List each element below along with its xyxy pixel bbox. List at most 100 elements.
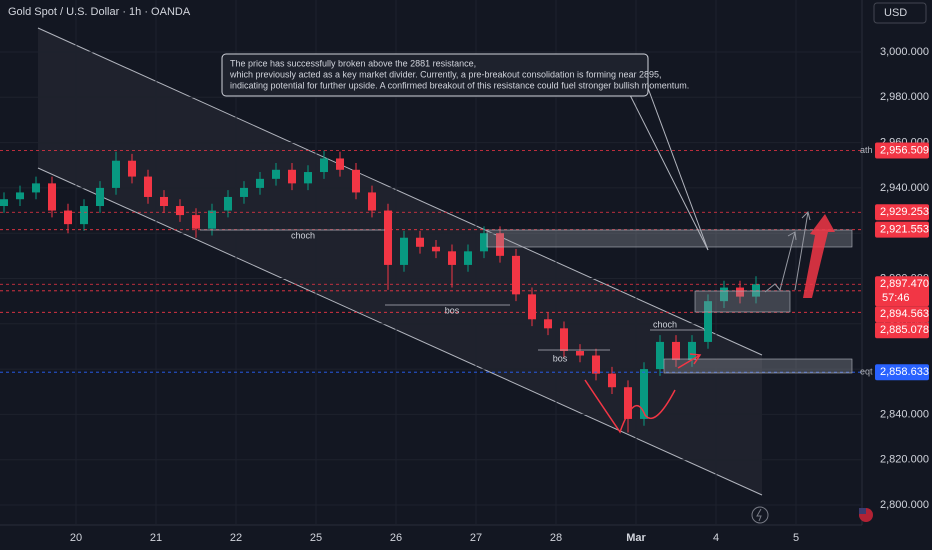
candle-body (304, 172, 312, 184)
candle-body (48, 183, 56, 211)
x-tick-label: 26 (390, 532, 402, 544)
callout-text: indicating potential for further upside.… (230, 80, 689, 90)
price-tag-label: 2,894.563 (880, 308, 929, 320)
x-tick-label: 4 (713, 532, 719, 544)
candle-body (144, 176, 152, 197)
price-tag-label: 2,921.553 (880, 224, 929, 236)
candle-body (592, 355, 600, 374)
price-tag (875, 306, 929, 323)
callout-pointer (629, 94, 709, 251)
price-tag-label: 2,929.253 (880, 206, 929, 218)
countdown: 57:46 (882, 292, 910, 304)
y-tick-label: 3,000.000 (880, 46, 929, 58)
projection (764, 231, 797, 293)
price-tag (875, 142, 929, 159)
arrow (677, 353, 702, 369)
y-tick-label: 2,820.000 (880, 454, 929, 466)
candle-body (704, 301, 712, 342)
candle-body (528, 294, 536, 320)
candle-body (464, 251, 472, 265)
candle-body (384, 210, 392, 265)
annotation: bos (553, 353, 568, 363)
bullish-arrow (803, 214, 835, 298)
candle-body (608, 373, 616, 388)
candle-body (256, 178, 264, 188)
annotation: choch (291, 230, 315, 240)
candle-body (400, 237, 408, 265)
candle-body (656, 341, 664, 370)
y-tick-label: 2,840.000 (880, 408, 929, 420)
projection (794, 211, 811, 291)
candle-body (224, 196, 232, 211)
callout-text: which previously acted as a key market d… (229, 69, 662, 79)
price-tag-label: 2,885.078 (880, 324, 929, 336)
lightning-icon (756, 508, 762, 522)
candle-body (112, 160, 120, 188)
price-note: ath (860, 145, 873, 155)
candle-body (240, 187, 248, 197)
x-tick-label: 28 (550, 532, 562, 544)
candle-body (416, 237, 424, 247)
price-tag (875, 204, 929, 221)
callout-pointer (644, 79, 709, 251)
price-tag (875, 276, 929, 307)
candle-body (624, 387, 632, 419)
candle-body (480, 233, 488, 252)
candle-body (64, 210, 72, 225)
candle-body (160, 196, 168, 207)
candle-body (288, 169, 296, 184)
price-tag (875, 322, 929, 339)
lightning-icon[interactable] (751, 506, 769, 524)
price-tag (875, 221, 929, 238)
candle-body (368, 192, 376, 211)
pattern-curve (584, 379, 676, 434)
resistance-zone (486, 229, 853, 248)
candle-body (672, 341, 680, 361)
channel-line (37, 167, 763, 496)
x-tick-label: 20 (70, 532, 82, 544)
candle-body (544, 319, 552, 329)
annotation: bos (445, 305, 460, 315)
currency: USD (884, 7, 907, 19)
candle-body (352, 169, 360, 193)
support-zone (663, 358, 853, 374)
candle-body (192, 215, 200, 229)
price-tag-label: 2,897.470 (880, 278, 929, 290)
candle-body (0, 199, 9, 207)
candle-body (688, 341, 696, 361)
price-tag (875, 364, 929, 381)
flag-icon (859, 508, 866, 514)
candle-body (80, 206, 88, 225)
price-tag-label: 2,956.509 (880, 144, 929, 156)
y-tick-label: 2,800.000 (880, 499, 929, 511)
candle-body (560, 328, 568, 351)
candle-body (432, 246, 440, 252)
candle-body (272, 169, 280, 179)
candle-body (496, 233, 504, 256)
annotation: choch (653, 319, 677, 329)
candle-body (576, 350, 584, 356)
plot (0, 0, 862, 525)
candle-body (16, 192, 24, 200)
x-tick-label: Mar (626, 532, 646, 544)
candle-body (512, 255, 520, 295)
x-tick-label: 5 (793, 532, 799, 544)
candle-body (96, 187, 104, 207)
consolidation-zone (694, 290, 791, 313)
x-tick-label: 22 (230, 532, 242, 544)
y-tick-label: 2,980.000 (880, 91, 929, 103)
candle-body (336, 158, 344, 170)
callout (221, 53, 649, 97)
channel-line (37, 27, 763, 356)
candle-body (640, 369, 648, 419)
candle-body (176, 206, 184, 216)
x-tick-label: 21 (150, 532, 162, 544)
x-tick-label: 27 (470, 532, 482, 544)
candle-body (736, 287, 744, 297)
currency-button[interactable] (873, 2, 927, 24)
candle-body (720, 287, 728, 302)
callout-text: The price has successfully broken above … (230, 58, 476, 68)
candle-body (32, 183, 40, 193)
